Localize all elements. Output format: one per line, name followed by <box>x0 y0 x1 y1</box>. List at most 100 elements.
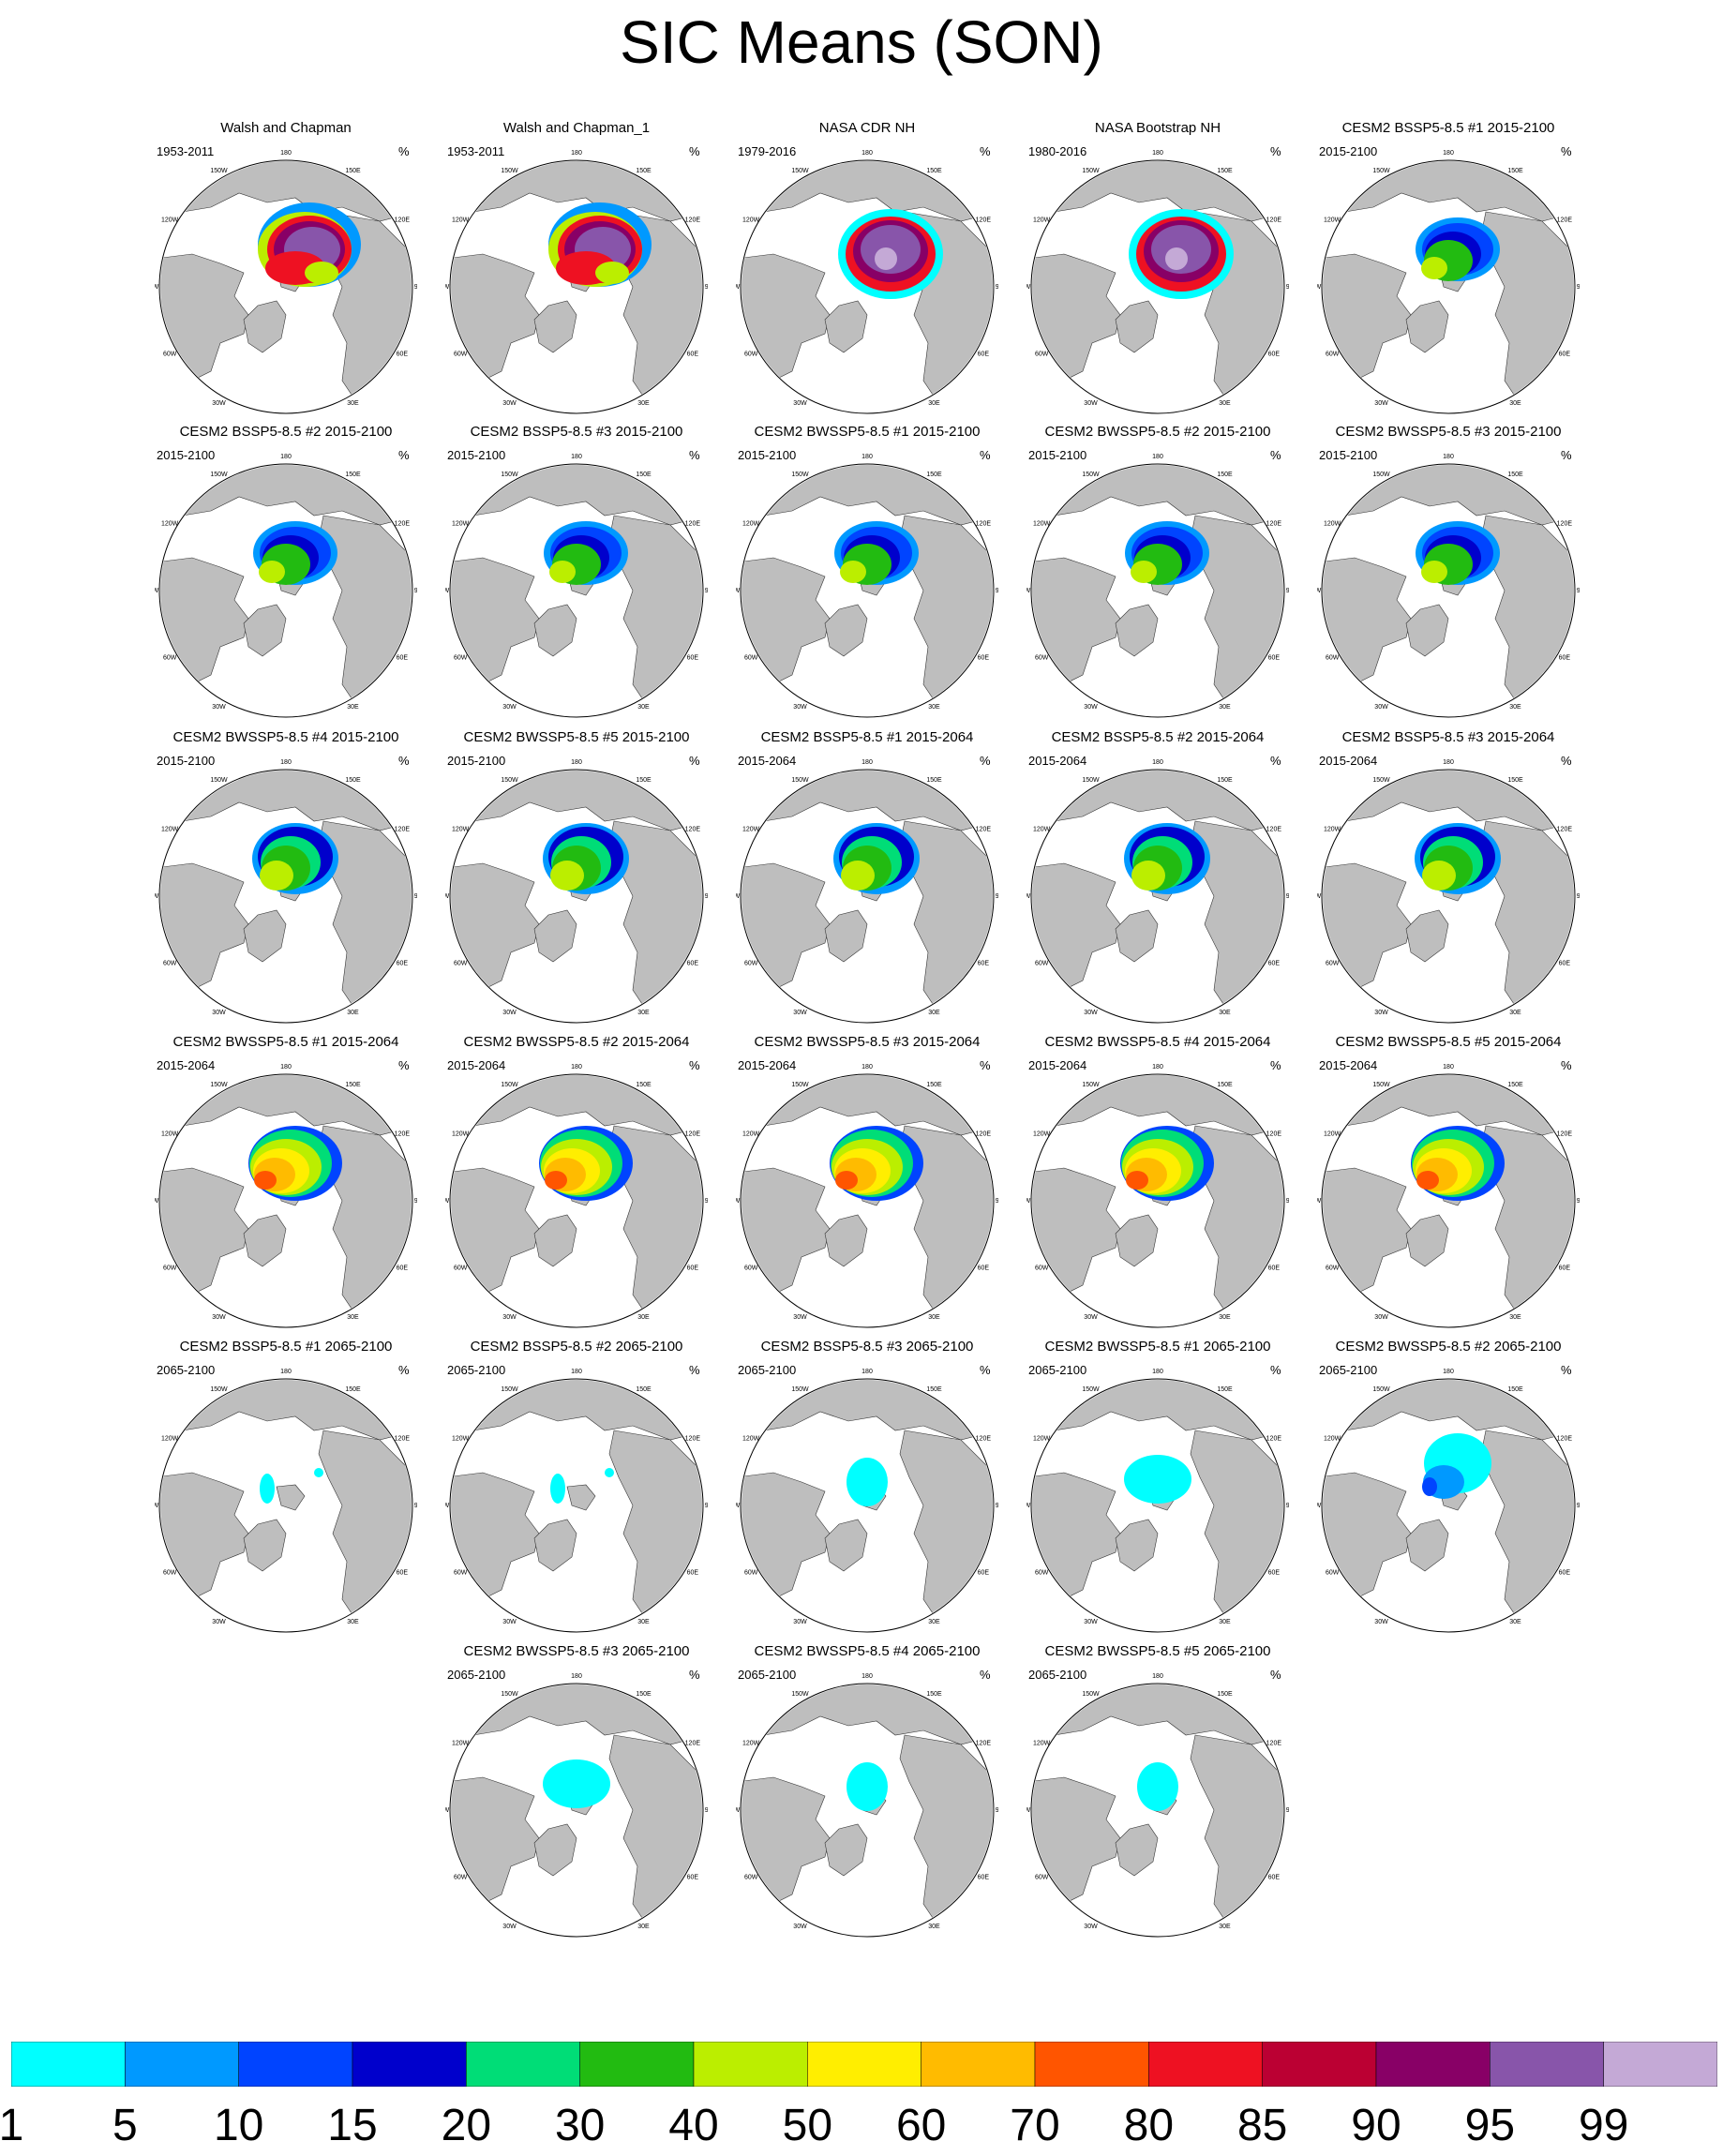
map-panel: CESM2 BWSSP5-8.5 #2 2015-2064 2015-2064% 1… <box>436 1034 717 1334</box>
polar-map: 180150E120E90E60E30E030W60W90W120W150W <box>1317 150 1580 414</box>
longitude-label: 90W <box>155 588 159 594</box>
polar-map: 180150E120E90E60E30E030W60W90W120W150W <box>1026 454 1289 718</box>
longitude-label: 30E <box>928 1010 940 1016</box>
longitude-label: 180 <box>862 759 873 766</box>
longitude-label: 60W <box>1035 961 1049 967</box>
longitude-label: 90E <box>1577 893 1580 900</box>
longitude-label: 30E <box>637 400 650 407</box>
panel-title: CESM2 BWSSP5-8.5 #5 2065-2100 <box>1044 1643 1271 1659</box>
map-panel: CESM2 BWSSP5-8.5 #4 2015-2064 2015-2064% 1… <box>1017 1034 1298 1334</box>
longitude-label: 90W <box>1026 893 1031 900</box>
longitude-label: 90E <box>996 1503 998 1509</box>
polar-map: 180150E120E90E60E30E030W60W90W120W150W <box>1317 454 1580 718</box>
longitude-label: 120W <box>742 521 760 528</box>
panel-period: 1953-2011 <box>447 144 505 158</box>
panel-unit: % <box>1270 754 1281 768</box>
polar-map: 180150E120E90E60E30E030W60W90W120W150W <box>445 1673 708 1938</box>
longitude-label: 60W <box>1326 1265 1340 1272</box>
colorbar-swatch <box>11 2042 126 2087</box>
longitude-label: 30E <box>928 1619 940 1625</box>
longitude-label: 90E <box>414 1198 417 1205</box>
longitude-label: 150E <box>1217 472 1233 478</box>
longitude-label: 30W <box>1374 1010 1388 1016</box>
longitude-label: 30E <box>637 704 650 711</box>
longitude-label: 150E <box>926 777 942 784</box>
longitude-label: 120E <box>976 217 992 224</box>
longitude-label: 120E <box>685 217 701 224</box>
sea-ice-contour <box>543 1759 610 1808</box>
polar-map: 180150E120E90E60E30E030W60W90W120W150W <box>445 454 708 718</box>
longitude-label: 30W <box>1374 1314 1388 1321</box>
polar-map: 180150E120E90E60E30E030W60W90W120W150W <box>155 150 417 414</box>
panel-title: CESM2 BWSSP5-8.5 #1 2065-2100 <box>1044 1339 1271 1355</box>
panel-period: 2065-2100 <box>447 1363 506 1377</box>
longitude-label: 30E <box>1219 1314 1231 1321</box>
colorbar-swatch <box>1148 2042 1263 2087</box>
longitude-label: 120W <box>742 1741 760 1747</box>
longitude-label: 60E <box>1268 655 1281 662</box>
longitude-label: 60W <box>1035 1570 1049 1577</box>
longitude-label: 180 <box>1152 1673 1163 1680</box>
longitude-label: 120E <box>1557 1131 1573 1138</box>
panel-period: 2015-2064 <box>157 1058 216 1072</box>
longitude-label: 120E <box>395 521 411 528</box>
longitude-label: 60W <box>1326 1570 1340 1577</box>
panel-title: CESM2 BWSSP5-8.5 #2 2015-2100 <box>1044 424 1271 440</box>
longitude-label: 30W <box>502 400 517 407</box>
longitude-label: 180 <box>862 454 873 460</box>
longitude-label: 150W <box>501 1386 518 1393</box>
longitude-label: 30W <box>502 1619 517 1625</box>
colorbar-swatch <box>125 2042 239 2087</box>
longitude-label: 30W <box>502 1010 517 1016</box>
longitude-label: 150E <box>1507 472 1523 478</box>
longitude-label: 30W <box>1084 1619 1098 1625</box>
colorbar-label: 20 <box>441 2101 492 2150</box>
longitude-label: 30E <box>928 1924 940 1930</box>
longitude-label: 60E <box>687 352 699 358</box>
longitude-label: 150E <box>926 1082 942 1088</box>
longitude-label: 150W <box>791 168 809 174</box>
panel-period: 2015-2100 <box>447 754 506 768</box>
longitude-label: 150W <box>210 168 228 174</box>
panel-unit: % <box>980 1058 991 1072</box>
longitude-label: 120W <box>452 1131 470 1138</box>
longitude-label: 150W <box>791 472 809 478</box>
longitude-label: 60E <box>397 961 409 967</box>
panel-unit: % <box>689 1668 700 1682</box>
panel-unit: % <box>689 754 700 768</box>
panel-unit: % <box>1270 144 1281 158</box>
longitude-label: 30E <box>347 1010 359 1016</box>
longitude-label: 150W <box>1372 1082 1390 1088</box>
longitude-label: 120W <box>452 1741 470 1747</box>
map-panel: CESM2 BWSSP5-8.5 #3 2015-2100 2015-2100% 1… <box>1308 424 1589 724</box>
map-panel: CESM2 BSSP5-8.5 #2 2015-2100 2015-2100% 18… <box>145 424 427 724</box>
longitude-label: 150W <box>1372 1386 1390 1393</box>
longitude-label: 90E <box>705 1198 708 1205</box>
longitude-label: 120E <box>685 827 701 833</box>
map-panel: CESM2 BWSSP5-8.5 #1 2015-2100 2015-2100% 1… <box>727 424 1008 724</box>
sea-ice-contour <box>259 561 285 583</box>
polar-map: 180150E120E90E60E30E030W60W90W120W150W <box>155 1064 417 1328</box>
panel-period: 2065-2100 <box>738 1668 797 1682</box>
panel-period: 2015-2100 <box>1319 448 1378 462</box>
longitude-label: 180 <box>862 1369 873 1375</box>
longitude-label: 60E <box>687 655 699 662</box>
panel-unit: % <box>1561 448 1572 462</box>
longitude-label: 90E <box>996 1807 998 1814</box>
polar-map: 180150E120E90E60E30E030W60W90W120W150W <box>736 150 998 414</box>
longitude-label: 120W <box>452 521 470 528</box>
panel-title: CESM2 BSSP5-8.5 #3 2015-2064 <box>1341 729 1555 745</box>
longitude-label: 30W <box>793 704 807 711</box>
map-panel: CESM2 BSSP5-8.5 #1 2015-2100 2015-2100% 18… <box>1308 120 1589 420</box>
sea-ice-contour <box>305 262 338 284</box>
longitude-label: 150W <box>1082 1386 1100 1393</box>
longitude-label: 60E <box>687 1265 699 1272</box>
panel-period: 2065-2100 <box>738 1363 797 1377</box>
colorbar-label: 1 <box>0 2101 24 2150</box>
longitude-label: 180 <box>862 1064 873 1071</box>
longitude-label: 120W <box>1033 1436 1051 1443</box>
longitude-label: 150W <box>210 1386 228 1393</box>
longitude-label: 120W <box>1324 217 1341 224</box>
longitude-label: 30E <box>1219 400 1231 407</box>
longitude-label: 90E <box>705 1503 708 1509</box>
